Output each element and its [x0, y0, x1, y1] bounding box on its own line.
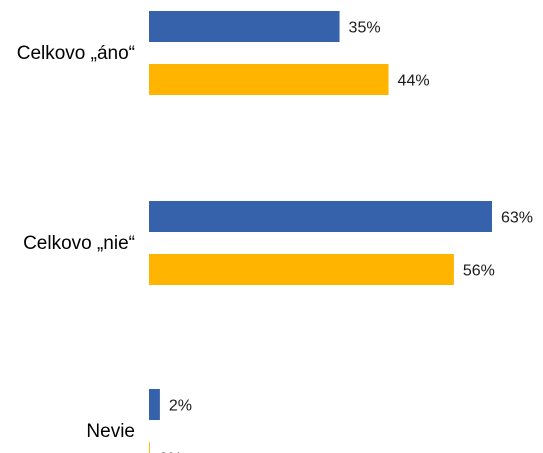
- data-label: 2%: [169, 398, 192, 415]
- category-label: Celkovo „áno“: [17, 43, 135, 64]
- bar-series-1-0: [149, 11, 340, 42]
- bar-series-2-1: [149, 254, 454, 285]
- bar-series-2-0: [149, 64, 389, 95]
- bar-series-1-2: [149, 389, 160, 420]
- bar-series-1-1: [149, 201, 492, 232]
- data-label: 63%: [501, 210, 533, 227]
- data-label: 56%: [463, 263, 495, 280]
- category-label: Nevie: [86, 421, 135, 442]
- data-label: 35%: [349, 20, 381, 37]
- data-label: 0%: [159, 451, 182, 453]
- bar-series-2-2: [149, 442, 150, 453]
- category-label: Celkovo „nie“: [23, 233, 135, 254]
- data-label: 44%: [398, 73, 430, 90]
